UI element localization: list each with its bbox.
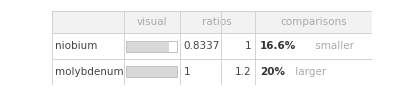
Text: smaller: smaller	[313, 41, 354, 51]
Bar	[52, 59, 372, 85]
Bar	[52, 11, 372, 33]
Text: 20%: 20%	[260, 67, 285, 77]
Text: 0.8337: 0.8337	[183, 41, 220, 51]
Text: 16.6%: 16.6%	[260, 41, 296, 51]
Bar	[126, 41, 177, 51]
Text: 1: 1	[183, 67, 190, 77]
Text: molybdenum: molybdenum	[55, 67, 123, 77]
Text: niobium: niobium	[55, 41, 97, 51]
Bar	[126, 66, 177, 77]
Text: 1.2: 1.2	[235, 67, 251, 77]
Bar	[126, 66, 177, 77]
Bar	[126, 41, 169, 51]
Text: ratios: ratios	[202, 17, 232, 27]
Bar	[126, 41, 177, 51]
Bar	[126, 66, 177, 77]
Bar	[52, 33, 372, 59]
Text: comparisons: comparisons	[280, 17, 347, 27]
Text: 1: 1	[244, 41, 251, 51]
Text: visual: visual	[136, 17, 167, 27]
Text: larger: larger	[292, 67, 326, 77]
